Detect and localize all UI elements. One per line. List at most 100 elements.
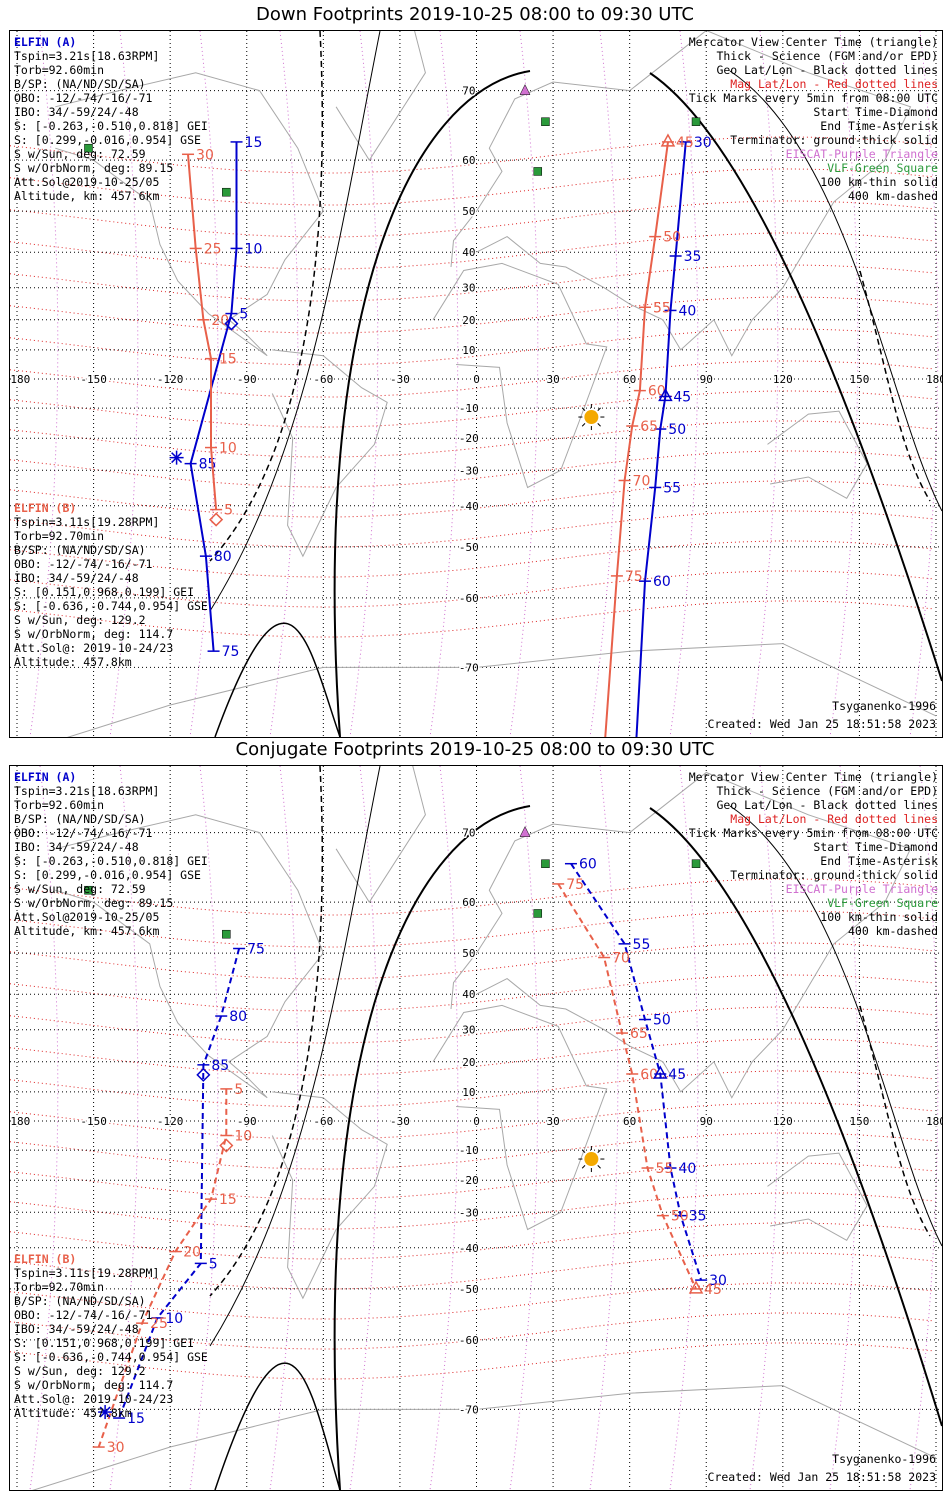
model-label: Tsyganenko-1996 <box>832 1452 936 1466</box>
sun-ray <box>597 423 601 427</box>
track-tick-label: 50 <box>663 230 681 246</box>
track-tick-label: 85 <box>211 1058 229 1074</box>
lat-tick-label: 10 <box>462 344 475 357</box>
lat-tick-label: -70 <box>459 661 479 674</box>
elfin-b-line: Tspin=3.11s[19.28RPM] <box>14 1266 160 1280</box>
legend-item: Start Time-Diamond <box>813 840 938 854</box>
vlf-square <box>691 859 701 868</box>
legend-item: Start Time-Diamond <box>813 105 938 119</box>
elfin-a-line: OBO: -12/-74/-16/-71 <box>14 91 153 105</box>
track-tick-label: 10 <box>219 441 237 457</box>
lon-tick-label: 60 <box>623 1115 636 1128</box>
created-label: Created: Wed Jan 25 18:51:58 2023 <box>707 1470 936 1484</box>
lat-tick-label: -50 <box>459 541 479 554</box>
track-tick-label: 10 <box>234 1129 252 1145</box>
created-label: Created: Wed Jan 25 18:51:58 2023 <box>707 717 936 731</box>
mag-lon-line <box>589 31 619 737</box>
track-tick-label: 20 <box>211 313 229 329</box>
center-time-triangle <box>688 1280 704 1294</box>
mag-lon-line <box>829 31 859 737</box>
track-tick-label: 20 <box>183 1245 201 1261</box>
elfin-a-line: IBO: 34/-59/24/-48 <box>14 840 139 854</box>
terminator-100km <box>729 805 942 1247</box>
elfin-a-line: Altitude, km: 457.6km <box>14 924 160 938</box>
mag-lon-line <box>589 766 619 1490</box>
elfin-b-line: IBO: 34/-59/24/-48 <box>14 571 139 585</box>
elfin-a-line: S: [-0.263,-0.510,0.818] GEI <box>14 119 208 133</box>
elfin-b-line: S w/OrbNorm, deg: 114.7 <box>14 1378 174 1392</box>
legend-item: 400 km-dashed <box>847 189 938 203</box>
coastline <box>335 31 426 162</box>
elfin-b-label: ELFIN (B) <box>14 1252 77 1266</box>
elfin-a-line: Torb=92.60min <box>14 798 105 812</box>
elfin-a-line: S w/OrbNorm, deg: 89.15 <box>14 161 174 175</box>
track-tick-label: 75 <box>566 877 584 893</box>
elfin-a-line: B/SP: (NA/ND/SD/SA) <box>14 812 146 826</box>
legend-item: EISCAT-Purple Triangle <box>785 147 938 161</box>
legend-item: VLF-Green Square <box>827 896 938 910</box>
track-tick-label: 60 <box>579 857 597 873</box>
legend-item: Terminator: ground-thick solid <box>730 133 938 147</box>
lat-tick-label: 50 <box>462 205 475 218</box>
vlf-square <box>533 167 543 176</box>
lon-tick-label: 30 <box>546 1115 559 1128</box>
track-tick-label: 50 <box>653 1013 671 1029</box>
mag-lat-line <box>10 360 935 398</box>
lon-tick-label: 90 <box>700 1115 713 1128</box>
elfin-b-line: S w/OrbNorm, deg: 114.7 <box>14 627 174 641</box>
track-tick-label: 15 <box>219 352 237 368</box>
legend: Mercator View Center Time (triangle) Thi… <box>689 35 938 203</box>
mag-lon-line <box>669 31 699 737</box>
lon-tick-label: 120 <box>773 1115 793 1128</box>
elfin-b-line: OBO: -12/-74/-16/-71 <box>14 557 153 571</box>
sun-ray <box>581 1149 586 1154</box>
sun-ray <box>597 1149 601 1154</box>
track-tick-label: 80 <box>214 549 232 565</box>
map-canvas: -180 -150 -120 -90 -60 -30 0 30 60 90 120 150 180 70 6… <box>10 766 942 1490</box>
elfin-a-line: S: [0.299,-0.016,0.954] GSE <box>14 868 201 882</box>
legend-item: Mag Lat/Lon - Red dotted lines <box>730 812 938 826</box>
lon-tick-label: 0 <box>473 1115 480 1128</box>
lat-tick-label: 60 <box>462 154 475 167</box>
elfin-b-line: S: [0.151,0.968,0.199] GEI <box>14 585 195 599</box>
legend-item: End Time-Asterisk <box>820 119 938 133</box>
footprint-track <box>604 141 669 737</box>
lat-tick-label: -10 <box>459 1144 479 1157</box>
lat-tick-label: -20 <box>459 432 479 445</box>
lon-tick-label: 120 <box>773 373 793 386</box>
coastline <box>55 814 324 1099</box>
terminator-100km <box>729 70 942 512</box>
eiscat-triangle <box>519 84 531 95</box>
lon-tick-label: -60 <box>313 1115 333 1128</box>
elfin-b-line: S: [-0.636,-0.744,0.954] GSE <box>14 1350 208 1364</box>
coastline <box>271 349 388 558</box>
lon-tick-label: -150 <box>80 373 107 386</box>
mag-lon-line <box>509 31 539 737</box>
mag-lon-line <box>269 766 299 1490</box>
elfin-b-label: ELFIN (B) <box>14 501 77 515</box>
lon-tick-label: 150 <box>849 373 869 386</box>
legend-item: 400 km-dashed <box>847 924 938 938</box>
track-tick-label: 55 <box>633 937 651 953</box>
legend-item: Mag Lat/Lon - Red dotted lines <box>730 77 938 91</box>
terminator <box>214 622 341 737</box>
track-tick-label: 75 <box>222 644 240 660</box>
mag-lon-line <box>509 766 539 1490</box>
lat-tick-label: -70 <box>459 1403 479 1416</box>
track-tick-label: 30 <box>709 1273 727 1289</box>
legend-item: 100 km-thin solid <box>820 910 938 924</box>
track-tick-label: 55 <box>653 300 671 316</box>
vlf-square <box>541 117 550 126</box>
eiscat-triangle <box>519 826 531 837</box>
vlf-square <box>84 885 93 895</box>
elfin-b-line: Tspin=3.11s[19.28RPM] <box>14 515 160 529</box>
terminator <box>649 72 942 682</box>
lat-tick-label: -10 <box>459 402 479 415</box>
mag-lon-line <box>749 31 779 737</box>
footprint-track <box>635 141 687 737</box>
terminator <box>333 805 531 1490</box>
lat-tick-label: -40 <box>459 500 479 513</box>
footprint-track <box>187 154 218 510</box>
track-tick-label: 5 <box>224 503 233 519</box>
terminator-100km <box>209 31 381 612</box>
